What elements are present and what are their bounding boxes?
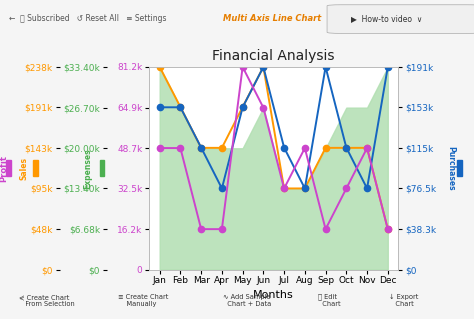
Text: ⋞ Create Chart
   From Selection: ⋞ Create Chart From Selection [19,294,75,307]
X-axis label: Months: Months [254,290,294,300]
Text: Expenses: Expenses [83,148,92,189]
Text: ≡ Create Chart
    Manually: ≡ Create Chart Manually [118,294,169,307]
Text: Profit: Profit [0,155,8,182]
Text: ↓ Export
   Chart: ↓ Export Chart [389,294,418,307]
Text: ∿ Add Sample
  Chart + Data: ∿ Add Sample Chart + Data [223,294,271,307]
Text: ⬜ Edit
  Chart: ⬜ Edit Chart [318,294,340,308]
Text: ←  Ⓢ Subscribed   ↺ Reset All   ≡ Settings: ← Ⓢ Subscribed ↺ Reset All ≡ Settings [9,14,167,23]
FancyBboxPatch shape [327,5,474,33]
Text: ▶  How-to video  ∨: ▶ How-to video ∨ [351,14,422,23]
Text: Sales: Sales [19,157,28,180]
Title: Financial Analysis: Financial Analysis [212,49,335,63]
Text: Multi Axis Line Chart: Multi Axis Line Chart [223,14,321,23]
Text: Purchases: Purchases [446,146,455,190]
